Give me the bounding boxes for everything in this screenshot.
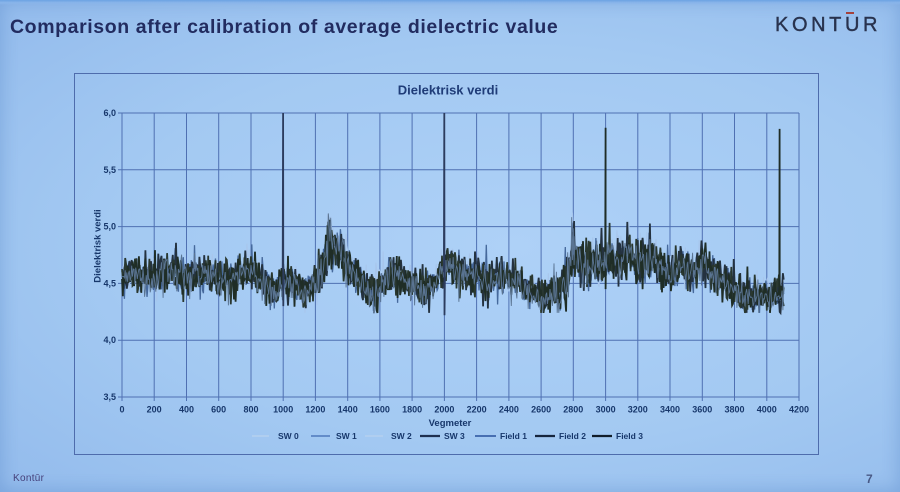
svg-text:800: 800 [243, 405, 258, 415]
svg-text:4,0: 4,0 [103, 335, 116, 345]
svg-text:SW 1: SW 1 [336, 431, 357, 441]
svg-text:Field 3: Field 3 [616, 431, 643, 441]
svg-text:Vegmeter: Vegmeter [429, 418, 472, 429]
svg-text:3200: 3200 [628, 405, 648, 415]
svg-text:4000: 4000 [757, 405, 777, 415]
svg-text:400: 400 [179, 405, 194, 415]
svg-text:2200: 2200 [467, 405, 487, 415]
svg-text:1200: 1200 [305, 405, 325, 415]
svg-text:Dielektrisk verdi: Dielektrisk verdi [93, 209, 104, 282]
svg-text:1800: 1800 [402, 405, 422, 415]
svg-text:1600: 1600 [370, 405, 390, 415]
svg-text:1000: 1000 [273, 405, 293, 415]
svg-text:0: 0 [119, 405, 124, 415]
svg-text:3600: 3600 [692, 405, 712, 415]
svg-text:6,0: 6,0 [103, 108, 116, 118]
svg-text:Field 2: Field 2 [559, 431, 586, 441]
svg-text:1400: 1400 [338, 405, 358, 415]
svg-text:5,5: 5,5 [103, 165, 116, 175]
svg-text:600: 600 [211, 405, 226, 415]
svg-text:4,5: 4,5 [103, 278, 116, 288]
svg-text:3400: 3400 [660, 405, 680, 415]
svg-text:2800: 2800 [563, 405, 583, 415]
svg-text:Field 1: Field 1 [500, 431, 527, 441]
svg-text:2000: 2000 [434, 405, 454, 415]
svg-text:3000: 3000 [596, 405, 616, 415]
svg-text:2400: 2400 [499, 405, 519, 415]
svg-text:200: 200 [147, 405, 162, 415]
svg-text:2600: 2600 [531, 405, 551, 415]
svg-text:3,5: 3,5 [103, 392, 116, 402]
svg-text:Dielektrisk verdi: Dielektrisk verdi [398, 83, 498, 98]
svg-text:SW 3: SW 3 [444, 431, 465, 441]
svg-text:3800: 3800 [724, 405, 744, 415]
svg-text:5,0: 5,0 [103, 222, 116, 232]
svg-text:SW 0: SW 0 [278, 431, 299, 441]
svg-text:4200: 4200 [789, 405, 809, 415]
svg-text:*: * [777, 298, 782, 310]
svg-text:SW 2: SW 2 [391, 431, 412, 441]
